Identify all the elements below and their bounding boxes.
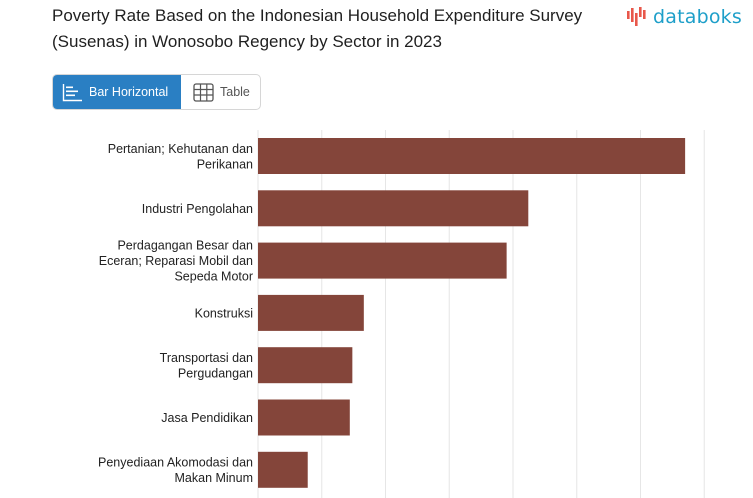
bar-horizontal-icon: [62, 83, 82, 101]
bar[interactable]: [258, 242, 507, 279]
bar[interactable]: [258, 190, 529, 227]
logo-text: databoks: [653, 6, 742, 28]
table-grid-icon: [193, 82, 214, 102]
category-label: Penyediaan Akomodasi dan Makan Minum: [98, 456, 253, 486]
category-label: Industri Pengolahan: [142, 202, 253, 216]
category-label: Konstruksi: [195, 306, 253, 320]
chart-title: Poverty Rate Based on the Indonesian Hou…: [52, 6, 583, 51]
bar[interactable]: [258, 347, 353, 384]
table-label: Table: [220, 85, 250, 99]
category-label: Pertanian; Kehutanan dan Perikanan: [108, 142, 253, 172]
databoks-logo[interactable]: databoks: [626, 4, 742, 30]
databoks-bars-icon: [627, 7, 646, 26]
bar[interactable]: [258, 451, 308, 488]
category-label: Perdagangan Besar dan Eceran; Reparasi Mo…: [99, 239, 253, 284]
bar[interactable]: [258, 399, 350, 436]
category-label: Transportasi dan Pergudangan: [160, 351, 253, 381]
bar-horizontal-label: Bar Horizontal: [89, 85, 169, 99]
bar[interactable]: [258, 294, 364, 331]
bar[interactable]: [258, 138, 686, 174]
bar-horizontal-button[interactable]: Bar Horizontal: [53, 75, 181, 109]
category-label: Jasa Pendidikan: [161, 411, 253, 425]
view-toggle: Bar Horizontal Table: [52, 74, 261, 110]
table-button[interactable]: Table: [181, 75, 260, 109]
